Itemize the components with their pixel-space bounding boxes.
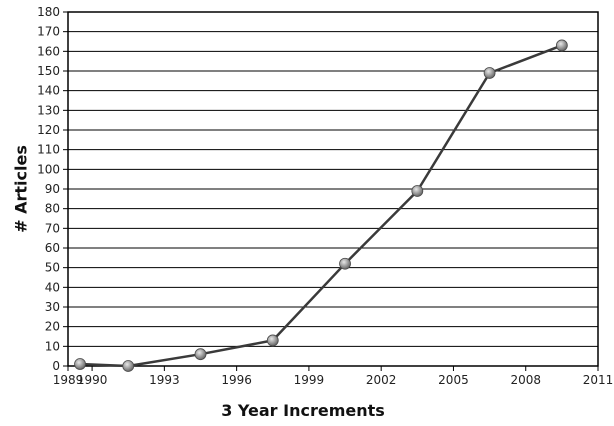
y-tick-label: 60 <box>45 241 60 255</box>
y-tick-label: 150 <box>37 64 60 78</box>
y-tick-label: 70 <box>45 221 60 235</box>
x-tick-label: 2008 <box>510 373 541 387</box>
data-point <box>122 360 135 372</box>
y-tick-label: 120 <box>37 123 60 137</box>
data-point <box>483 67 496 79</box>
y-tick-label: 10 <box>45 339 60 353</box>
x-axis-title: 3 Year Increments <box>221 401 385 420</box>
data-point <box>339 257 351 270</box>
data-point <box>266 334 279 347</box>
x-tick-label: 1999 <box>294 373 325 387</box>
y-axis-ticks: 0 10 20 30 40 50 60 70 80 90 100 110 120 130 140 150 160… <box>37 5 68 373</box>
y-tick-label: 40 <box>45 280 60 294</box>
y-tick-label: 20 <box>45 320 60 334</box>
data-point <box>194 348 207 361</box>
y-tick-label: 130 <box>37 103 60 117</box>
x-tick-label: 1989 <box>53 373 84 387</box>
y-tick-label: 90 <box>45 182 60 196</box>
y-tick-label: 160 <box>37 44 60 58</box>
data-point <box>555 39 568 52</box>
series-layer <box>74 39 568 372</box>
x-tick-label: 2002 <box>366 373 397 387</box>
x-tick-label: 1996 <box>221 373 252 387</box>
y-tick-label: 180 <box>37 5 60 19</box>
x-tick-label: 1990 <box>77 373 108 387</box>
data-point <box>74 358 86 370</box>
y-tick-label: 140 <box>37 84 60 98</box>
y-tick-label: 30 <box>45 300 60 314</box>
y-tick-label: 110 <box>37 143 60 157</box>
gridlines <box>68 11 598 367</box>
y-tick-label: 80 <box>45 202 60 216</box>
y-tick-label: 170 <box>37 25 60 39</box>
series-line <box>79 44 563 368</box>
y-tick-label: 100 <box>37 162 60 176</box>
plot-frame <box>67 11 599 367</box>
y-tick-label: 0 <box>52 359 60 373</box>
x-tick-label: 2005 <box>438 373 469 387</box>
data-point <box>411 185 424 197</box>
y-axis-title: # Articles <box>12 145 31 233</box>
x-tick-label: 1993 <box>149 373 180 387</box>
y-tick-label: 50 <box>45 261 60 275</box>
x-tick-label: 2011 <box>583 373 614 387</box>
